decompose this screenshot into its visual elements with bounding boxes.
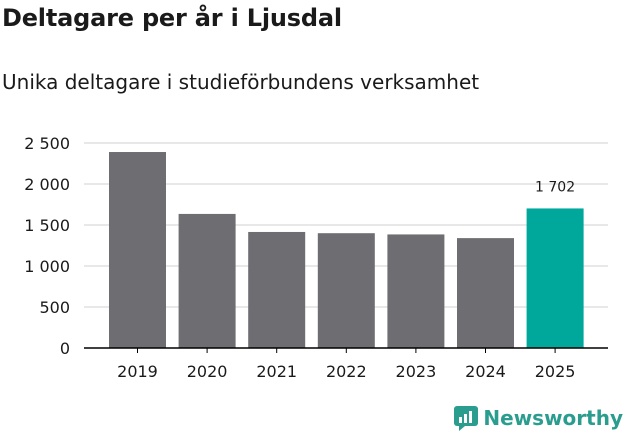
x-tick-label: 2023 xyxy=(396,362,437,381)
bar-2024 xyxy=(457,238,514,348)
chart-title: Deltagare per år i Ljusdal xyxy=(2,4,342,32)
bar-2020 xyxy=(178,213,236,348)
x-tick-label: 2025 xyxy=(535,362,576,381)
x-tick-label: 2019 xyxy=(117,362,158,381)
brand-name: Newsworthy xyxy=(483,406,623,430)
y-tick-label: 2 000 xyxy=(24,175,70,194)
y-tick-label: 500 xyxy=(39,298,70,317)
bar-2023 xyxy=(387,234,445,348)
x-tick-label: 2021 xyxy=(256,362,297,381)
bars xyxy=(109,152,584,348)
y-tick-label: 1 500 xyxy=(24,216,70,235)
bar-2019 xyxy=(109,152,166,348)
bar-2025 xyxy=(526,208,584,348)
x-tick-label: 2024 xyxy=(465,362,506,381)
bar-2021 xyxy=(248,231,306,348)
y-tick-label: 0 xyxy=(60,339,70,358)
bar-2022 xyxy=(317,233,375,348)
y-tick-label: 1 000 xyxy=(24,257,70,276)
chart-subtitle: Unika deltagare i studieförbundens verks… xyxy=(2,70,480,94)
brand-logo: Newsworthy xyxy=(453,405,623,431)
x-tick-label: 2020 xyxy=(187,362,228,381)
x-tick-label: 2022 xyxy=(326,362,367,381)
y-tick-label: 2 500 xyxy=(24,134,70,153)
data-label: 1 702 xyxy=(535,179,575,195)
newsworthy-logo-icon xyxy=(454,406,479,431)
labels: 0 500 1 000 1 500 2 000 2 500 2019 2020 2021 2022… xyxy=(24,134,608,381)
